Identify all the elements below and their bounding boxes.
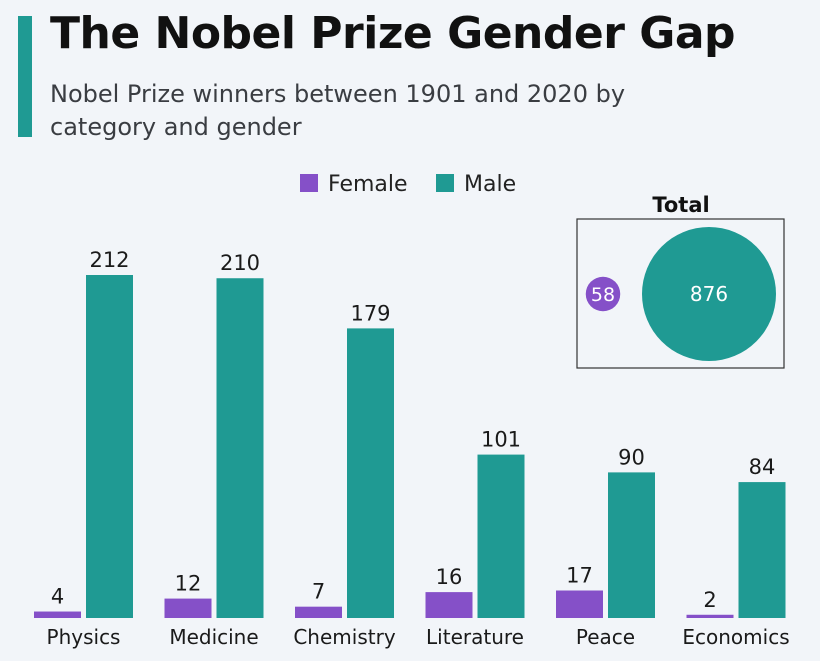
bar-female-medicine — [164, 598, 212, 618]
legend-swatch-male — [436, 174, 454, 192]
total-female-label: 58 — [591, 284, 615, 306]
chart-subtitle: Nobel Prize winners between 1901 and 202… — [50, 80, 626, 141]
data-label-male-medicine: 210 — [220, 251, 260, 275]
bar-male-chemistry — [347, 328, 394, 618]
x-tick-label-peace: Peace — [576, 625, 635, 649]
x-tick-label-medicine: Medicine — [169, 625, 258, 649]
x-tick-label-physics: Physics — [47, 625, 121, 649]
bar-male-economics — [738, 482, 786, 618]
title-accent-bar — [18, 16, 32, 137]
bar-male-literature — [477, 454, 525, 618]
legend-label-female: Female — [328, 172, 408, 197]
data-label-male-literature: 101 — [481, 428, 521, 452]
data-label-male-physics: 212 — [89, 248, 129, 272]
bar-group: 4 212 Physics 12 210 Medicine 7 179 Chemistry 16 1… — [34, 248, 790, 649]
totals-title: Total — [652, 193, 709, 217]
totals-box — [576, 218, 785, 369]
bar-female-chemistry — [295, 606, 342, 618]
total-male-circle — [642, 227, 776, 361]
chart-title: The Nobel Prize Gender Gap — [50, 8, 736, 59]
data-label-female-physics: 4 — [51, 585, 64, 609]
x-tick-label-literature: Literature — [426, 625, 524, 649]
legend-swatch-female — [300, 174, 318, 192]
data-label-female-medicine: 12 — [175, 572, 202, 596]
bar-female-peace — [556, 590, 603, 618]
total-male-label: 876 — [690, 282, 728, 306]
bar-female-physics — [34, 611, 81, 618]
data-label-female-literature: 16 — [436, 565, 463, 589]
totals-panel: Total 58 876 — [576, 193, 785, 369]
bar-male-peace — [608, 472, 655, 618]
data-label-female-peace: 17 — [566, 563, 593, 587]
data-label-female-economics: 2 — [703, 588, 716, 612]
bar-male-medicine — [216, 278, 264, 618]
data-label-male-peace: 90 — [618, 445, 645, 469]
x-tick-label-chemistry: Chemistry — [293, 625, 395, 649]
legend: Female Male — [300, 172, 516, 197]
bar-female-literature — [425, 592, 473, 618]
bar-female-economics — [686, 614, 734, 618]
bar-male-physics — [86, 275, 133, 618]
legend-label-male: Male — [464, 172, 516, 197]
data-label-male-economics: 84 — [749, 455, 776, 479]
data-label-male-chemistry: 179 — [350, 301, 390, 325]
total-female-circle — [585, 276, 621, 312]
data-label-female-chemistry: 7 — [312, 580, 325, 604]
x-tick-label-economics: Economics — [682, 625, 789, 649]
